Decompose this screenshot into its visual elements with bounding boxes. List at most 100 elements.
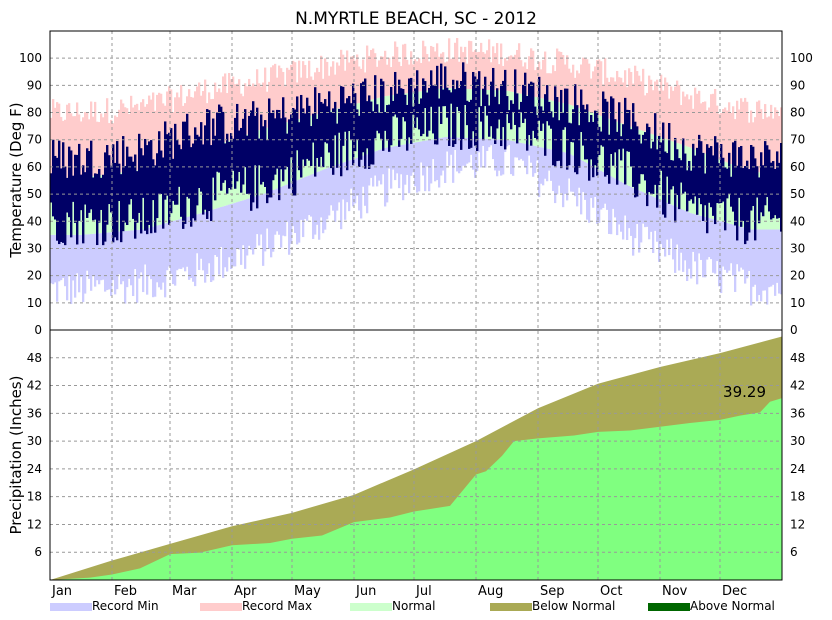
observed-day-bar: [662, 122, 665, 215]
record-max-bar: [694, 87, 697, 150]
record-max-bar: [238, 79, 241, 138]
record-max-bar: [334, 74, 337, 110]
record-min-bar: [312, 173, 315, 239]
record-min-bar: [688, 212, 691, 269]
record-min-bar: [634, 188, 637, 239]
record-max-bar: [606, 77, 609, 119]
record-max-bar: [500, 43, 503, 91]
record-max-bar: [516, 49, 519, 93]
record-min-bar: [222, 206, 225, 278]
precip-tick-left: 48: [27, 351, 42, 365]
temp-tick-left: 0: [34, 323, 42, 337]
plot-frames: [49, 30, 783, 581]
observed-day-bar: [482, 88, 485, 141]
record-min-bar: [724, 222, 727, 270]
observed-day-bar: [492, 67, 495, 139]
legend-label: Record Max: [242, 599, 312, 613]
normal-bar: [546, 99, 549, 149]
record-min-series: [50, 137, 783, 306]
record-max-bar: [294, 62, 297, 121]
record-min-bar: [546, 148, 549, 182]
observed-day-bar: [480, 106, 483, 122]
observed-day-bar: [578, 125, 581, 168]
observed-precip-area: [50, 398, 782, 580]
record-max-bar: [400, 66, 403, 95]
record-min-bar: [754, 229, 757, 285]
record-max-bar: [608, 81, 611, 119]
observed-day-bar: [502, 80, 505, 128]
record-min-bar: [182, 218, 185, 268]
observed-day-bar: [632, 103, 635, 187]
observed-day-bar: [334, 101, 337, 136]
record-min-bar: [628, 185, 631, 229]
record-min-bar: [164, 223, 167, 298]
observed-day-bar: [390, 87, 393, 146]
record-min-bar: [366, 154, 369, 214]
observed-day-bar: [378, 112, 381, 134]
record-max-bar: [586, 59, 589, 111]
observed-day-bar: [392, 100, 395, 117]
observed-day-bar: [412, 106, 415, 115]
record-min-bar: [224, 205, 227, 268]
observed-day-bar: [588, 122, 591, 181]
record-max-bar: [96, 121, 99, 176]
normal-bar: [212, 146, 215, 210]
normal-bar: [484, 89, 487, 139]
observed-day-bar: [138, 133, 141, 213]
observed-day-bar: [564, 88, 567, 128]
record-min-bar: [276, 188, 279, 232]
record-min-bar: [728, 223, 731, 271]
record-max-bar: [358, 66, 361, 104]
record-min-bar: [540, 147, 543, 184]
record-max-bar: [566, 55, 569, 104]
observed-day-bar: [748, 169, 751, 233]
observed-day-bar: [260, 114, 263, 185]
record-min-bar: [474, 138, 477, 178]
observed-day-bar: [768, 149, 771, 212]
normal-bar: [444, 88, 447, 138]
normal-bar: [756, 172, 759, 230]
record-max-bar: [778, 115, 781, 173]
observed-day-bar: [306, 97, 309, 159]
record-min-bar: [544, 148, 547, 179]
record-min-bar: [742, 227, 745, 270]
record-min-bar: [308, 175, 311, 216]
record-min-bar: [316, 172, 319, 225]
observed-day-bar: [462, 62, 465, 140]
record-max-bar: [286, 67, 289, 123]
record-min-bar: [692, 213, 695, 252]
observed-day-bar: [438, 98, 441, 107]
record-max-bar: [704, 101, 707, 154]
observed-day-bar: [558, 120, 561, 161]
record-min-bar: [394, 146, 397, 181]
observed-day-bar: [574, 84, 577, 173]
record-min-bar: [112, 232, 115, 281]
record-min-bar: [364, 154, 367, 206]
record-max-bar: [564, 64, 567, 104]
record-max-bar: [134, 104, 137, 171]
observed-day-bar: [458, 88, 461, 112]
record-max-bar: [686, 94, 689, 147]
record-max-bar: [376, 66, 379, 99]
observed-day-bar: [426, 92, 429, 137]
record-min-bar: [190, 215, 193, 279]
record-max-bar: [272, 65, 275, 127]
record-max-bar: [758, 100, 761, 173]
normal-bar: [244, 135, 247, 200]
record-max-bar: [104, 113, 107, 175]
record-min-bar: [300, 178, 303, 220]
observed-day-bar: [670, 160, 673, 190]
record-min-bar: [292, 181, 295, 227]
record-min-bar: [750, 229, 753, 306]
record-max-bar: [720, 112, 723, 161]
record-min-bar: [262, 194, 265, 266]
record-max-bar: [476, 52, 479, 90]
record-min-bar: [140, 229, 143, 273]
observed-day-bar: [544, 94, 547, 156]
observed-day-bar: [182, 121, 185, 229]
normal-bar: [424, 90, 427, 141]
observed-day-bar: [192, 143, 195, 219]
record-max-bar: [510, 55, 513, 92]
record-max-bar: [284, 86, 287, 123]
observed-day-bar: [628, 110, 631, 152]
